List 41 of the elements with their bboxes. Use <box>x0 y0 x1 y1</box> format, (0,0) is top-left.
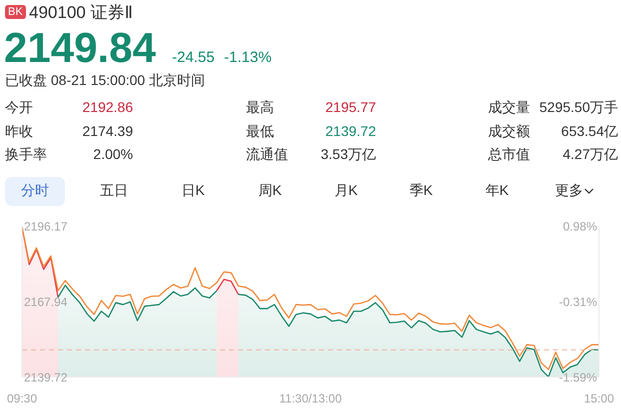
text: 653.54亿 <box>561 123 618 140</box>
text: 成交额 <box>488 123 530 140</box>
y2-tick-label: 0.98% <box>562 219 598 234</box>
text: 2139.72 <box>325 123 376 140</box>
x-tick-label: 15:00 <box>584 392 614 406</box>
text: 2149.84 <box>4 24 156 71</box>
text: 今开 <box>5 99 33 116</box>
text: 周K <box>258 182 282 198</box>
y-tick-label: 2139.72 <box>24 370 68 384</box>
text: 昨收 <box>5 123 33 140</box>
text: 3.53万亿 <box>320 146 376 162</box>
text: 季K <box>409 182 433 198</box>
text: 更多 <box>555 182 583 198</box>
text: 4.27万亿 <box>562 146 618 162</box>
text: 最高 <box>246 99 274 116</box>
text: BK <box>5 5 26 19</box>
y-tick-label: 2196.17 <box>24 219 68 234</box>
text: 总市值 <box>488 146 530 162</box>
text: -1.13% <box>224 49 272 66</box>
text: 日K <box>181 182 205 198</box>
text: 分时 <box>21 182 49 198</box>
y2-tick-label: -0.31% <box>558 295 598 310</box>
text: 2.00% <box>93 146 133 162</box>
text: 成交量 <box>488 99 530 116</box>
y-tick-label: 2167.94 <box>24 294 68 309</box>
chart-title: 490100 证券Ⅱ <box>29 3 133 23</box>
text: 2192.86 <box>82 99 133 116</box>
text: -24.55 <box>172 49 215 66</box>
text: 年K <box>485 182 509 198</box>
text: 流通值 <box>246 146 288 162</box>
x-tick-label: 11:30/13:00 <box>279 392 342 406</box>
text: 月K <box>334 182 358 198</box>
x-tick-label: 09:30 <box>6 392 38 406</box>
text: 5295.50万手 <box>539 99 618 116</box>
text: 五日 <box>100 182 128 198</box>
y2-tick-label: -1.59% <box>558 370 598 384</box>
text: 2174.39 <box>82 123 133 140</box>
text: 最低 <box>246 123 274 140</box>
text: 2195.77 <box>325 99 376 116</box>
text: 已收盘 08-21 15:00:00 北京时间 <box>5 72 205 88</box>
text: 换手率 <box>5 146 47 162</box>
